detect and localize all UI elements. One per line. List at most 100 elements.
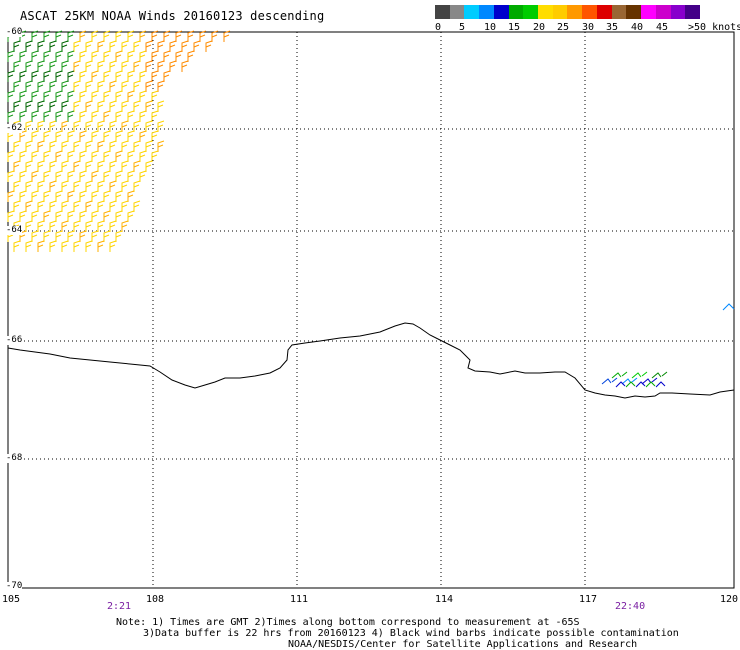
wind-barb — [91, 110, 99, 122]
wind-barb — [49, 200, 57, 212]
colorbar-swatch — [493, 5, 509, 19]
wind-barb — [223, 30, 231, 42]
lon-label-114: 114 — [435, 594, 454, 605]
wind-barb — [37, 240, 45, 252]
wind-barb — [7, 210, 15, 222]
wind-barb — [121, 220, 129, 232]
wind-barb — [55, 50, 63, 62]
wind-barb — [121, 80, 129, 92]
wind-barb — [25, 60, 33, 72]
wind-barb — [91, 130, 99, 142]
wind-barb — [25, 180, 33, 192]
wind-barb — [121, 100, 129, 112]
wind-barb — [37, 60, 45, 72]
wind-barb — [157, 120, 165, 132]
colorbar-label: 45 — [656, 22, 669, 33]
colorbar-swatch — [641, 5, 656, 19]
wind-barb — [91, 210, 99, 222]
wind-barb — [187, 50, 195, 62]
wind-barb — [97, 60, 105, 72]
lon-label-111: 111 — [290, 594, 309, 605]
wind-barb — [121, 120, 129, 132]
wind-barb — [25, 100, 33, 112]
wind-barb — [115, 210, 123, 222]
wind-barb — [19, 210, 27, 222]
wind-barb — [109, 60, 117, 72]
wind-barb — [91, 50, 99, 62]
wind-barb — [19, 150, 27, 162]
wind-barb — [67, 130, 75, 142]
colorbar-swatch — [552, 5, 568, 19]
wind-barb — [109, 160, 117, 172]
wind-barb — [55, 210, 63, 222]
wind-barb — [49, 140, 57, 152]
wind-barb — [13, 240, 21, 252]
wind-barb — [145, 80, 153, 92]
wind-barb — [61, 160, 69, 172]
wind-barb — [43, 230, 51, 242]
lat-label-70: -70 — [6, 581, 23, 591]
wind-barb — [641, 377, 658, 385]
wind-barb — [91, 230, 99, 242]
colorbar-swatch — [626, 5, 642, 19]
wind-barb — [13, 160, 21, 172]
wind-barb — [85, 120, 93, 132]
wind-barb — [139, 110, 147, 122]
wind-barb — [121, 140, 129, 152]
colorbar-label: 35 — [606, 22, 619, 33]
wind-barb — [85, 200, 93, 212]
wind-barb — [61, 100, 69, 112]
colorbar-swatch — [508, 5, 524, 19]
wind-barb — [19, 110, 27, 122]
lat-label-64: -64 — [6, 225, 23, 235]
wind-barb — [97, 160, 105, 172]
wind-barb — [91, 150, 99, 162]
wind-barb — [13, 60, 21, 72]
wind-barb — [109, 200, 117, 212]
wind-barb — [97, 80, 105, 92]
colorbar-swatch — [655, 5, 671, 19]
wind-barb — [43, 130, 51, 142]
wind-barb — [73, 140, 81, 152]
colorbar-swatch — [670, 5, 686, 19]
wind-barb — [109, 120, 117, 132]
wind-barb — [73, 200, 81, 212]
wind-barb — [25, 200, 33, 212]
wind-barb — [31, 210, 39, 222]
wind-barb — [73, 220, 81, 232]
wind-barb — [19, 190, 27, 202]
wind-barb — [169, 60, 177, 72]
wind-barb — [67, 90, 75, 102]
wind-barb — [145, 120, 153, 132]
wind-barb — [103, 30, 111, 42]
wind-barb — [31, 110, 39, 122]
wind-barb — [85, 100, 93, 112]
wind-barb — [61, 120, 69, 132]
wind-barb — [67, 170, 75, 182]
wind-barb — [67, 190, 75, 202]
wind-barb — [73, 240, 81, 252]
wind-barb — [157, 80, 165, 92]
wind-barb — [133, 120, 141, 132]
wind-barb — [139, 70, 147, 82]
wind-barb — [635, 381, 646, 388]
wind-barb — [163, 50, 171, 62]
wind-barb — [31, 90, 39, 102]
wind-barb — [37, 40, 45, 52]
wind-barb — [103, 150, 111, 162]
wind-barb — [37, 100, 45, 112]
wind-barb — [37, 140, 45, 152]
wind-barb — [25, 80, 33, 92]
wind-barb — [127, 190, 135, 202]
wind-barb — [115, 150, 123, 162]
wind-barb — [103, 110, 111, 122]
wind-barb — [73, 100, 81, 112]
wind-barb — [103, 130, 111, 142]
wind-barb — [133, 140, 141, 152]
wind-barb — [31, 130, 39, 142]
wind-barb — [115, 30, 123, 42]
wind-barb — [115, 170, 123, 182]
wind-barb — [7, 90, 15, 102]
wind-barb — [127, 90, 135, 102]
wind-barb — [169, 40, 177, 52]
